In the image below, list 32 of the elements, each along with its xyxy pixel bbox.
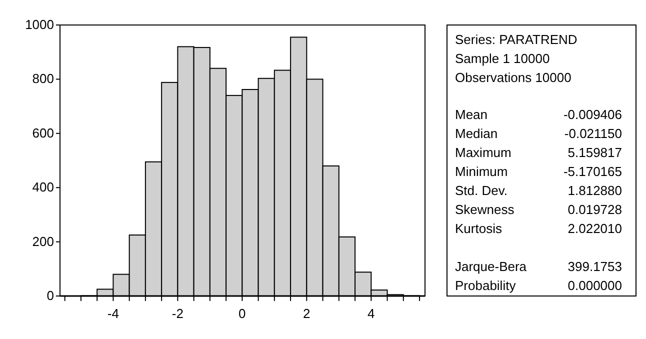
text: 0.019728 [568, 202, 622, 217]
text: 1.812880 [568, 183, 622, 198]
text: -0.021150 [564, 126, 622, 141]
text: Jarque-Bera [455, 259, 528, 274]
text: Std. Dev. [455, 183, 508, 198]
x-tick-label: 0 [238, 306, 246, 321]
y-tick-label: 800 [32, 71, 54, 86]
text: Kurtosis [455, 221, 502, 236]
text: Probability [455, 278, 516, 293]
text: 399.1753 [568, 259, 622, 274]
text: Median [455, 126, 498, 141]
y-tick-label: 1000 [25, 17, 54, 32]
y-tick-label: 400 [32, 180, 54, 195]
text: Observations 10000 [455, 70, 572, 85]
text: Skewness [455, 202, 515, 217]
y-tick-label: 0 [46, 288, 54, 303]
x-tick-label: -4 [107, 306, 119, 321]
text: -0.009406 [563, 107, 622, 122]
x-tick-label: 4 [368, 306, 375, 321]
text: Minimum [455, 164, 508, 179]
text: Mean [455, 107, 488, 122]
x-tick-label: -2 [172, 306, 184, 321]
x-tick-label: 2 [303, 306, 310, 321]
text: -5.170165 [563, 164, 622, 179]
text: 0.000000 [568, 278, 622, 293]
text: Sample 1 10000 [455, 51, 550, 66]
y-tick-label: 200 [32, 234, 54, 249]
text: Maximum [455, 145, 512, 160]
text: Series: PARATREND [455, 32, 578, 47]
y-tick-label: 600 [32, 125, 54, 140]
text: 2.022010 [568, 221, 622, 236]
text: 5.159817 [568, 145, 622, 160]
